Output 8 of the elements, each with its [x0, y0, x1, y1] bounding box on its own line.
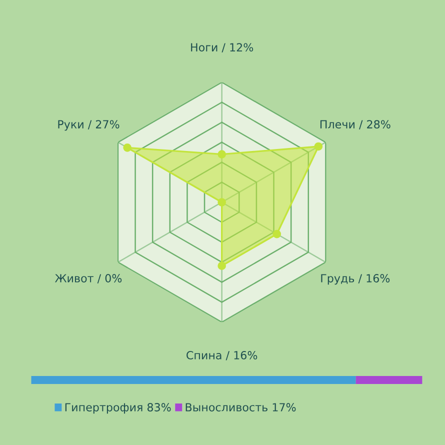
legend-label: Выносливость 17%: [186, 403, 296, 412]
spoke-label: Руки / 27%: [58, 120, 120, 131]
spoke-label: Плечи / 28%: [320, 120, 390, 130]
spoke-label: Ноги / 12%: [191, 43, 254, 52]
spoke-label: Живот / 0%: [55, 274, 122, 284]
legend-label: Гипертрофия 83%: [65, 403, 171, 414]
spoke-label: Спина / 16%: [186, 351, 258, 360]
spoke-label: Грудь / 16%: [321, 274, 390, 285]
